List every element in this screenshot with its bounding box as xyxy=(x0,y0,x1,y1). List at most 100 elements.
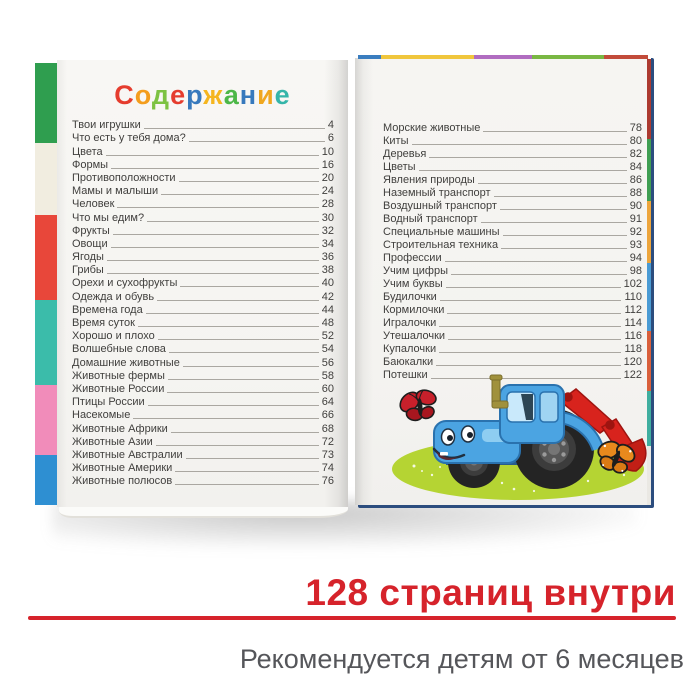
toc-page-number: 32 xyxy=(321,224,334,237)
toc-row: Утешалочки 116 xyxy=(383,329,642,342)
toc-title-letter: е xyxy=(170,80,187,110)
toc-leader-line xyxy=(147,405,319,407)
toc-page-number: 118 xyxy=(624,343,642,355)
toc-title-letter: р xyxy=(186,80,204,110)
toc-title-letter: о xyxy=(134,80,152,110)
toc-row: Домашние животные 56 xyxy=(72,355,334,369)
toc-page-number: 68 xyxy=(321,422,334,435)
toc-entry-label: Учим цифры xyxy=(383,265,449,277)
toc-list-right: Морские животные 78 Киты 80 Деревья 82 Ц… xyxy=(383,121,642,381)
toc-page-number: 76 xyxy=(321,475,334,488)
toc-row: Животные Австралии 73 xyxy=(72,448,334,461)
toc-leader-line xyxy=(502,235,627,236)
toc-page-number: 114 xyxy=(624,317,642,329)
toc-row: Цветы 84 xyxy=(383,160,642,173)
toc-leader-line xyxy=(157,299,319,301)
footer-divider xyxy=(28,616,676,620)
toc-page-number: 92 xyxy=(629,226,642,238)
toc-leader-line xyxy=(112,233,319,235)
page-edge-segment xyxy=(473,55,532,59)
page-edge-tab xyxy=(35,385,57,455)
toc-entry-label: Что мы едим? xyxy=(72,211,145,224)
toc-list-left: Твои игрушки 4 Что есть у тебя дома? 6 Ц… xyxy=(72,118,334,487)
toc-leader-line xyxy=(447,313,622,314)
toc-page-number: 90 xyxy=(629,200,642,212)
tractor-face xyxy=(432,425,476,460)
toc-page-number: 110 xyxy=(624,291,642,303)
toc-leader-line xyxy=(133,418,319,420)
toc-leader-line xyxy=(451,274,627,275)
toc-page-number: 38 xyxy=(321,264,334,277)
page-edge-segment xyxy=(604,55,648,59)
toc-row: Формы 16 xyxy=(72,158,334,171)
toc-page-number: 24 xyxy=(321,185,334,198)
page-edge-segment xyxy=(358,55,382,59)
page-edge-segment xyxy=(381,55,474,59)
toc-leader-line xyxy=(439,352,622,353)
toc-entry-label: Профессии xyxy=(383,252,442,264)
toc-page-number: 94 xyxy=(629,252,642,264)
toc-row: Водный транспорт 91 xyxy=(383,212,642,225)
toc-leader-line xyxy=(477,183,627,184)
toc-leader-line xyxy=(105,154,319,156)
cab-side-window xyxy=(539,391,559,423)
page-edge-segment xyxy=(531,55,605,59)
toc-title-letter: н xyxy=(239,80,258,110)
toc-entry-label: Наземный транспорт xyxy=(383,187,491,199)
toc-entry-label: Цвета xyxy=(72,145,103,158)
toc-leader-line xyxy=(167,391,319,393)
toc-leader-line xyxy=(106,273,319,275)
toc-row: Специальные машины 92 xyxy=(383,225,642,238)
toc-row: Одежда и обувь 42 xyxy=(72,289,334,303)
toc-row: Купалочки 118 xyxy=(383,342,642,355)
blue-tractor-illustration xyxy=(392,374,647,500)
toc-entry-label: Потешки xyxy=(383,369,428,381)
toc-entry-label: Строительная техника xyxy=(383,239,499,251)
toc-leader-line xyxy=(143,128,325,130)
red-butterfly-icon xyxy=(399,389,437,422)
toc-entry-label: Противоположности xyxy=(72,171,176,184)
toc-entry-label: Животные Азии xyxy=(72,435,153,448)
book-page-left xyxy=(57,60,348,507)
toc-page-number: 112 xyxy=(624,304,642,316)
toc-page-number: 54 xyxy=(321,343,334,356)
toc-entry-label: Формы xyxy=(72,158,109,171)
toc-row: Цвета 10 xyxy=(72,144,334,158)
toc-entry-label: Цветы xyxy=(383,161,416,173)
toc-leader-line xyxy=(483,131,627,132)
toc-page-number: 66 xyxy=(321,409,334,422)
toc-leader-line xyxy=(111,167,319,169)
toc-leader-line xyxy=(157,339,319,341)
toc-page-number: 4 xyxy=(327,119,334,132)
toc-leader-line xyxy=(168,352,319,354)
toc-title: Содержание xyxy=(57,80,348,111)
toc-row: Деревья 82 xyxy=(383,147,642,160)
toc-leader-line xyxy=(161,194,319,196)
toc-title-letter: а xyxy=(223,80,240,110)
toc-page-number: 88 xyxy=(629,187,642,199)
toc-leader-line xyxy=(175,471,319,473)
toc-entry-label: Насекомые xyxy=(72,409,131,422)
toc-entry-label: Животные России xyxy=(72,382,165,395)
page-edge-tab xyxy=(35,215,57,300)
toc-entry-label: Времена года xyxy=(72,303,143,316)
toc-leader-line xyxy=(499,209,627,210)
toc-page-number: 28 xyxy=(321,198,334,211)
toc-entry-label: Твои игрушки xyxy=(72,119,141,132)
toc-page-number: 120 xyxy=(623,356,642,368)
toc-entry-label: Мамы и малыши xyxy=(72,185,159,198)
toc-entry-label: Время суток xyxy=(72,317,135,329)
page-edge-segment xyxy=(647,331,651,391)
toc-leader-line xyxy=(448,339,622,340)
toc-page-number: 93 xyxy=(629,239,642,251)
toc-page-number: 86 xyxy=(629,174,642,186)
toc-entry-label: Деревья xyxy=(383,148,427,160)
toc-page-number: 36 xyxy=(321,251,334,264)
toc-leader-line xyxy=(106,260,319,262)
toc-entry-label: Баюкалки xyxy=(383,356,434,368)
toc-leader-line xyxy=(439,326,622,327)
toc-leader-line xyxy=(418,170,627,171)
toc-leader-line xyxy=(480,222,627,223)
toc-row: Насекомые 66 xyxy=(72,408,334,421)
toc-row: Овощи 34 xyxy=(72,237,334,250)
